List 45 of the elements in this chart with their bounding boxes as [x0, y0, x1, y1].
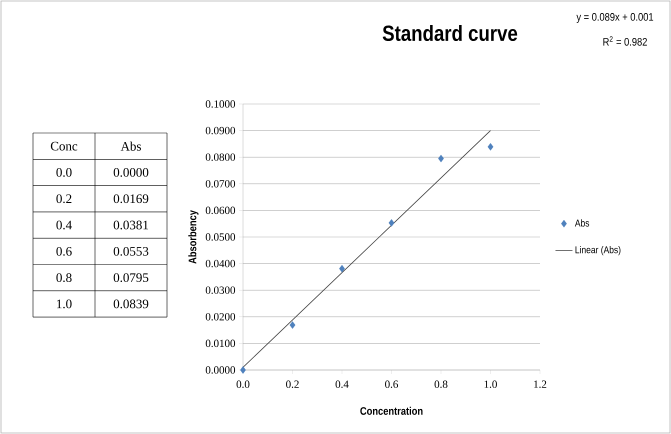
y-tick-label: 0.0000	[206, 366, 236, 374]
y-axis-title: Absorbency	[188, 210, 198, 264]
text: 0.0795	[114, 273, 148, 282]
y-tick-label: 0.0500	[206, 233, 236, 241]
y-tick-label: 0.0600	[206, 206, 236, 214]
point	[240, 366, 246, 374]
text: y = 0.089x + 0.001	[576, 13, 654, 23]
x-tick-label: 1.2	[534, 380, 546, 388]
text: Conc	[50, 142, 78, 150]
y-tick-label: 0.0700	[206, 180, 236, 188]
text: 0.0839	[114, 300, 148, 308]
text: 0.0000	[114, 168, 148, 177]
text: 0.6	[56, 246, 72, 256]
y-tick-label: 0.1000	[206, 100, 236, 108]
text: Abs	[120, 142, 141, 151]
x-tick-label: 0.2	[286, 380, 299, 388]
x-tick-label: 0.6	[385, 380, 398, 388]
y-tick-label: 0.0100	[206, 340, 236, 348]
point	[290, 321, 296, 329]
y-tick-label: 0.0800	[206, 153, 236, 161]
text: 0.8	[56, 273, 72, 282]
x-tick-label: 0.8	[434, 380, 448, 388]
x-tick-label: 0.0	[236, 380, 250, 388]
y-tick-label: 0.0900	[206, 126, 236, 134]
text: 0.0553	[114, 246, 148, 256]
x-tick-label: 0.4	[336, 380, 349, 388]
legend-label: Abs	[574, 219, 590, 227]
y-tick-label: 0.0400	[206, 260, 236, 268]
text: 0.0169	[114, 194, 148, 204]
y-tick-label: 0.0300	[206, 286, 236, 294]
chart-title: Standard curve	[382, 24, 518, 42]
y-tick-label: 0.0200	[206, 313, 236, 321]
point	[438, 154, 444, 162]
legend-label: Linear (Abs)	[576, 246, 620, 256]
point	[388, 219, 394, 227]
text: 0.0381	[114, 220, 148, 230]
text: 1.0	[57, 300, 72, 308]
text: 0.0	[56, 168, 72, 177]
text: 0.2	[56, 194, 72, 204]
text: 0.4	[56, 220, 72, 230]
text: R$^{2}$ = 0.982	[603, 36, 647, 46]
x-tick-label: 1.0	[484, 380, 497, 388]
point	[488, 143, 494, 151]
x-axis-title: Concentration	[360, 406, 422, 415]
point	[339, 264, 345, 272]
